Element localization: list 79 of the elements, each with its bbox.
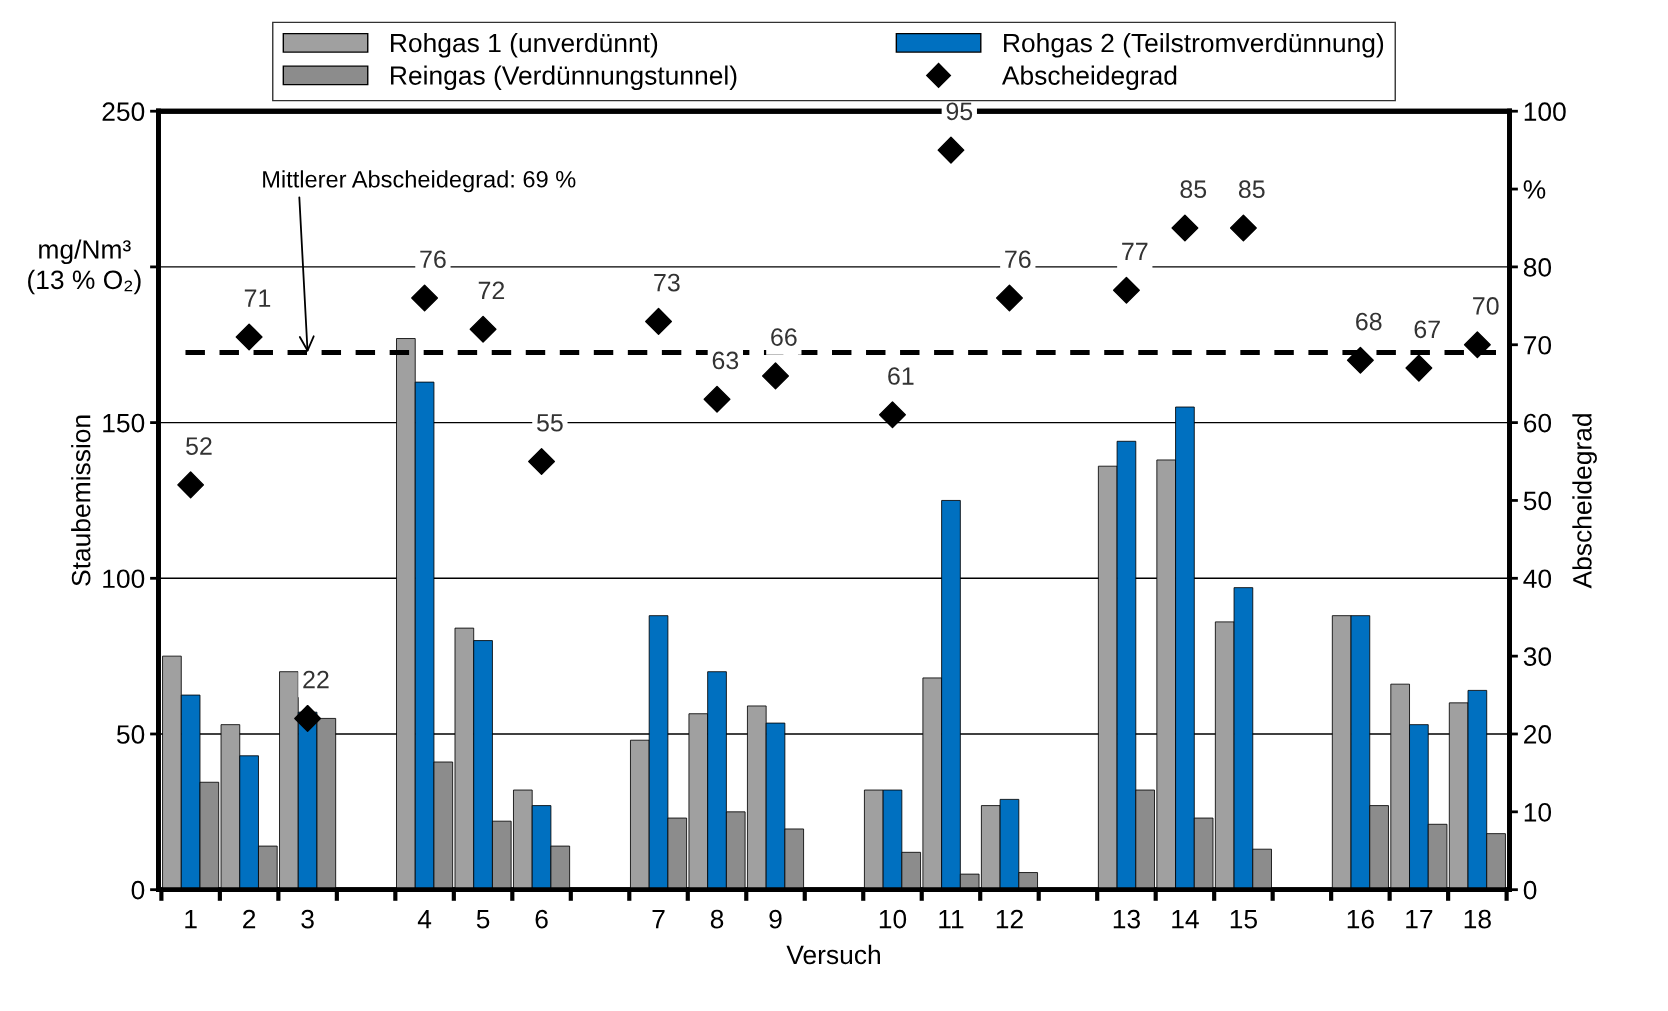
x-tick-label: 3 — [301, 909, 314, 929]
data-label: 76 — [1005, 250, 1031, 269]
x-tick-label: 13 — [1113, 909, 1140, 929]
x-axis-title: Versuch — [786, 944, 880, 965]
y2-tick-label: 100 — [1524, 102, 1566, 122]
y2-tick-label: 80 — [1523, 258, 1552, 277]
legend-label: Rohgas 1 (unverdünnt) — [391, 32, 658, 58]
y-axis-title: Staubemission — [71, 415, 91, 586]
point — [411, 284, 439, 312]
data-label: 52 — [186, 437, 212, 455]
y-tick-label: 0 — [131, 880, 145, 900]
y-tick-label: 100 — [103, 569, 145, 589]
data-label: 77 — [1122, 242, 1148, 261]
y-tick-label: 150 — [103, 413, 145, 433]
x-tick-label: 15 — [1230, 910, 1257, 929]
point — [1229, 214, 1257, 242]
point — [177, 471, 205, 499]
data-label: 68 — [1356, 312, 1382, 331]
point — [1346, 346, 1374, 374]
ref-line-label: Mittlerer Abscheidegrad: 69 % — [263, 170, 576, 193]
x-tick-label: 17 — [1406, 910, 1433, 929]
point — [762, 362, 790, 390]
point — [937, 136, 965, 164]
point — [1463, 331, 1491, 359]
x-tick-label: 7 — [652, 910, 665, 929]
y2-tick-label: % — [1523, 180, 1546, 199]
x-tick-label: 6 — [535, 909, 548, 929]
legend-label: Reingas (Verdünnungstunnel) — [391, 65, 737, 91]
data-label: 70 — [1473, 297, 1499, 315]
data-label: 76 — [420, 250, 446, 269]
data-label: 66 — [771, 328, 797, 346]
y2-tick-label: 0 — [1523, 880, 1537, 900]
point — [645, 307, 673, 335]
x-tick-label: 14 — [1172, 910, 1199, 929]
data-label: 95 — [946, 102, 973, 121]
point — [469, 315, 497, 343]
y-tick-label: 250 — [102, 102, 145, 122]
legend-label: Abscheidegrad — [1001, 65, 1177, 91]
x-tick-label: 12 — [996, 909, 1023, 929]
y2-tick-label: 10 — [1524, 802, 1552, 822]
y2-tick-label: 60 — [1524, 413, 1552, 433]
x-tick-label: 8 — [710, 909, 724, 929]
text: mg/Nm³ (13 % O₂) — [28, 239, 141, 295]
x-tick-label: 5 — [476, 910, 490, 929]
x-tick-label: 16 — [1347, 909, 1374, 929]
point — [995, 284, 1023, 312]
legend-label: Rohgas 2 (Teilstromverdünnung) — [1004, 32, 1384, 58]
data-label: 85 — [1180, 180, 1207, 199]
data-label: 71 — [244, 289, 271, 307]
data-label: 63 — [712, 351, 739, 370]
y2-tick-label: 50 — [1523, 491, 1552, 511]
x-tick-label: 4 — [417, 910, 432, 929]
data-label: 73 — [654, 273, 680, 292]
y-tick-label: 50 — [116, 725, 145, 744]
point — [528, 448, 556, 476]
data-label: 55 — [536, 414, 563, 432]
point — [235, 323, 263, 351]
x-tick-label: 18 — [1464, 909, 1491, 929]
point — [294, 704, 322, 732]
point — [1171, 214, 1199, 242]
y2-tick-label: 40 — [1523, 569, 1552, 589]
data-label: 72 — [478, 281, 505, 299]
x-tick-label: 9 — [769, 909, 782, 929]
y2-axis-title: Abscheidegrad — [1572, 414, 1597, 589]
point — [703, 385, 731, 413]
data-label: 67 — [1414, 320, 1440, 339]
data-label: 85 — [1238, 180, 1265, 199]
point — [1405, 354, 1433, 382]
x-tick-label: 2 — [243, 909, 256, 929]
point — [878, 401, 906, 429]
y2-tick-label: 30 — [1523, 647, 1552, 666]
data-label: 22 — [303, 670, 329, 689]
x-tick-label: 11 — [939, 910, 964, 929]
x-tick-label: 10 — [879, 909, 907, 929]
x-tick-label: 1 — [185, 910, 197, 929]
data-label: 61 — [888, 367, 914, 385]
y2-tick-label: 20 — [1524, 725, 1552, 744]
point — [1112, 276, 1140, 304]
y2-tick-label: 70 — [1524, 335, 1552, 355]
